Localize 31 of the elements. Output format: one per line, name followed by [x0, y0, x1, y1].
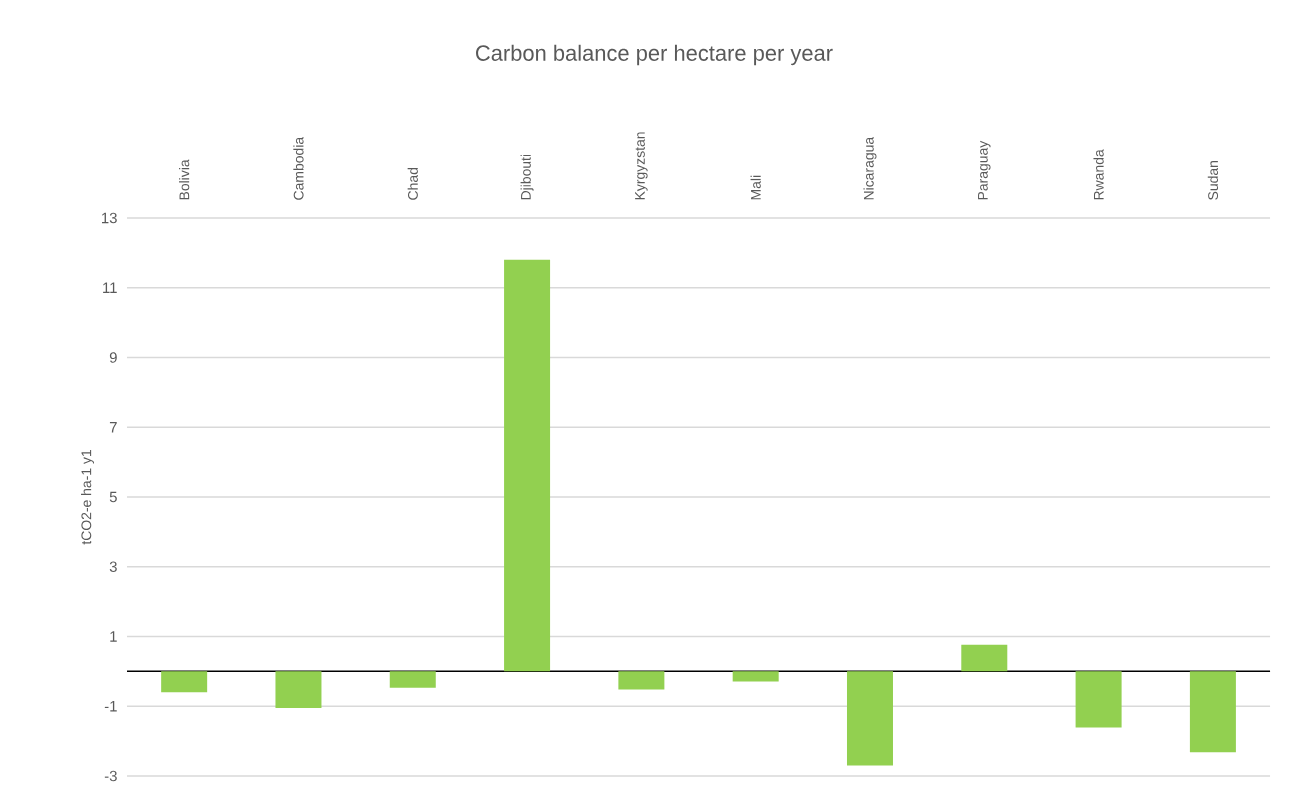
y-tick-label: 7 [109, 422, 117, 433]
y-tick-label: 11 [103, 282, 117, 293]
x-tick-label: Paraguay [978, 140, 991, 200]
y-tick-label: 3 [109, 561, 117, 573]
bar [1189, 671, 1236, 753]
x-tick-label: Mali [750, 175, 761, 200]
x-tick-label: Cambodia [293, 136, 304, 200]
x-tick-label: Bolivia [179, 159, 190, 200]
bar [161, 671, 208, 693]
y-tick-label: 5 [109, 491, 117, 503]
bar [846, 671, 893, 766]
y-axis-title: tCO2-e ha-1 y1 [81, 450, 95, 545]
bar [504, 259, 551, 672]
bar [1075, 671, 1122, 728]
x-tick-label: Chad [407, 168, 418, 200]
y-tick-label: -1 [104, 701, 117, 712]
bar [961, 644, 1008, 672]
bar [618, 671, 665, 690]
x-tick-label: Rwanda [1093, 149, 1104, 200]
x-tick-label: Nicaragua [863, 136, 877, 200]
x-tick-label: Sudan [1207, 161, 1219, 200]
bar [389, 671, 436, 688]
x-tick-label: Djibouti [520, 154, 534, 200]
y-tick-label: 13 [102, 212, 117, 224]
bar [732, 671, 779, 682]
chart-title: Carbon balance per hectare per year [476, 44, 833, 66]
y-tick-label: 1 [110, 631, 117, 642]
bar [275, 671, 322, 708]
y-tick-label: 9 [109, 352, 117, 363]
x-tick-label: Kyrgyzstan [635, 132, 648, 200]
y-tick-label: -3 [104, 770, 117, 782]
